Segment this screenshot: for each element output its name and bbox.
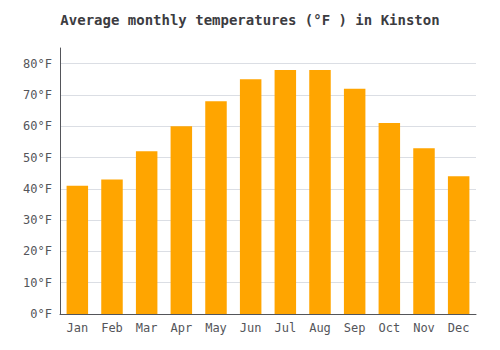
svg-text:Jul: Jul	[274, 321, 296, 335]
svg-text:May: May	[205, 321, 227, 335]
svg-text:Jun: Jun	[240, 321, 262, 335]
svg-text:Mar: Mar	[136, 321, 158, 335]
svg-text:50°F: 50°F	[23, 151, 52, 165]
svg-text:70°F: 70°F	[23, 88, 52, 102]
svg-text:80°F: 80°F	[23, 57, 52, 71]
svg-text:Oct: Oct	[378, 321, 400, 335]
svg-text:30°F: 30°F	[23, 213, 52, 227]
svg-text:Dec: Dec	[448, 321, 470, 335]
svg-text:Nov: Nov	[413, 321, 435, 335]
svg-text:10°F: 10°F	[23, 276, 52, 290]
svg-text:Feb: Feb	[101, 321, 123, 335]
svg-text:Sep: Sep	[344, 321, 366, 335]
svg-text:Jan: Jan	[66, 321, 88, 335]
svg-text:0°F: 0°F	[30, 307, 52, 321]
svg-text:20°F: 20°F	[23, 244, 52, 258]
svg-text:Apr: Apr	[170, 321, 192, 335]
svg-text:60°F: 60°F	[23, 119, 52, 133]
svg-text:Average monthly temperatures (: Average monthly temperatures (°F ) in Ki…	[60, 12, 439, 28]
svg-text:40°F: 40°F	[23, 182, 52, 196]
svg-text:Aug: Aug	[309, 321, 331, 335]
